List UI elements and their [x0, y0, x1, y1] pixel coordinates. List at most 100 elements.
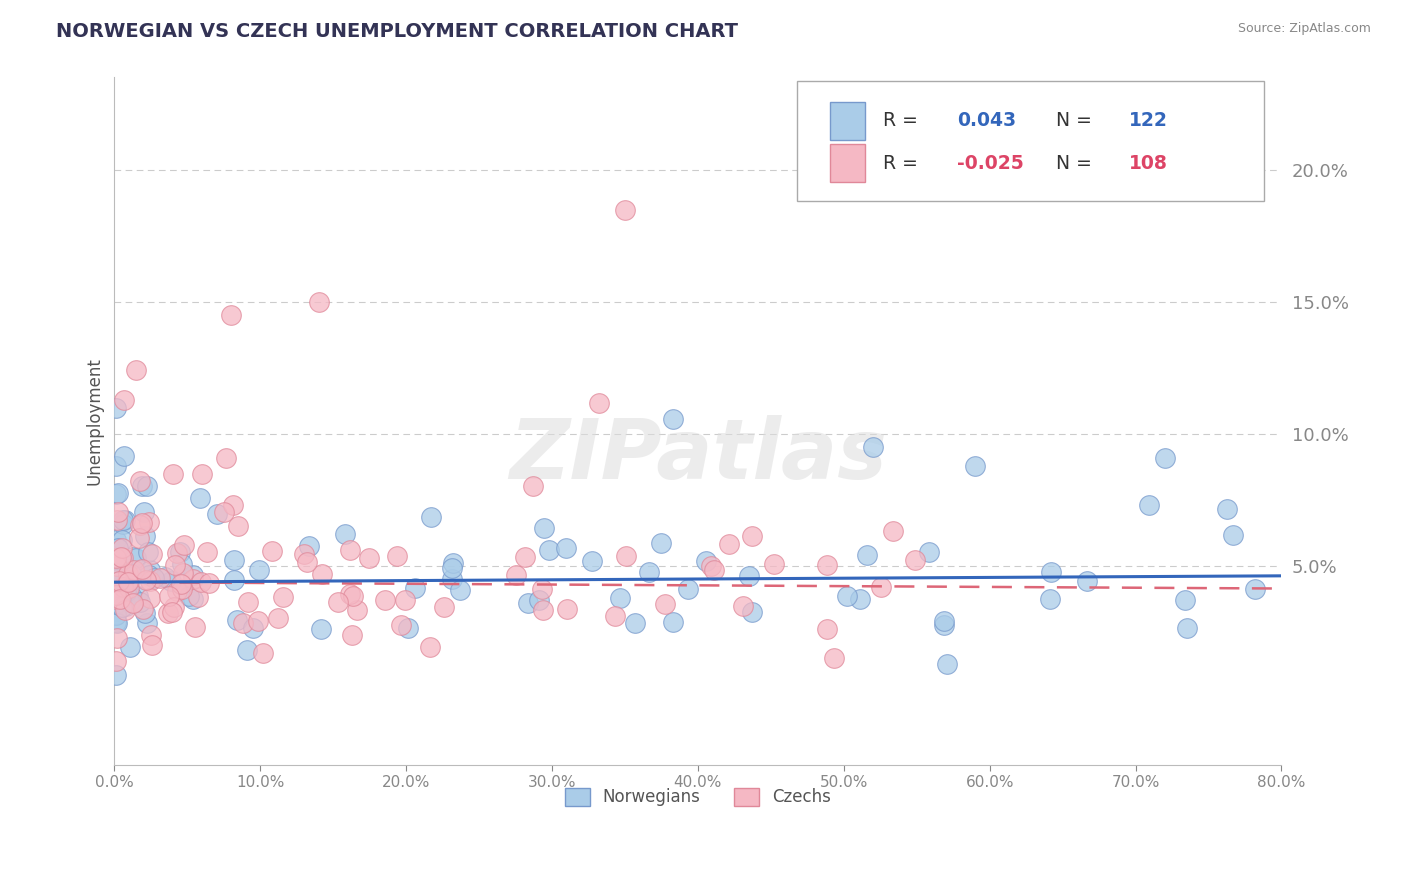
Text: 108: 108	[1129, 153, 1167, 173]
Point	[156, 606, 179, 620]
Point	[731, 599, 754, 613]
Point	[717, 537, 740, 551]
Point	[166, 583, 188, 598]
Point	[404, 581, 426, 595]
Point	[138, 516, 160, 530]
Point	[110, 549, 132, 564]
Point	[104, 572, 127, 586]
Point	[111, 533, 134, 547]
Point	[195, 545, 218, 559]
Point	[904, 552, 927, 566]
Point	[135, 478, 157, 492]
Text: NORWEGIAN VS CZECH UNEMPLOYMENT CORRELATION CHART: NORWEGIAN VS CZECH UNEMPLOYMENT CORRELAT…	[56, 22, 738, 41]
Point	[111, 599, 134, 614]
Point	[104, 458, 127, 473]
Point	[139, 591, 162, 606]
Point	[172, 557, 194, 571]
Point	[661, 412, 683, 426]
Point	[433, 600, 456, 615]
Point	[267, 611, 290, 625]
Point	[588, 396, 610, 410]
Point	[741, 605, 763, 619]
Point	[128, 595, 150, 609]
Point	[104, 486, 127, 500]
Point	[1076, 574, 1098, 588]
Point	[104, 588, 127, 602]
Point	[104, 401, 127, 415]
Point	[104, 588, 127, 602]
Point	[1039, 591, 1062, 606]
Point	[695, 554, 717, 568]
FancyBboxPatch shape	[797, 81, 1264, 201]
Point	[108, 574, 131, 588]
Text: -0.025: -0.025	[957, 153, 1024, 173]
Point	[333, 527, 356, 541]
Point	[917, 545, 939, 559]
Point	[1137, 498, 1160, 512]
Point	[531, 582, 554, 596]
Point	[513, 549, 536, 564]
Point	[177, 589, 200, 603]
Point	[107, 486, 129, 500]
Point	[127, 590, 149, 604]
Text: Source: ZipAtlas.com: Source: ZipAtlas.com	[1237, 22, 1371, 36]
Point	[309, 622, 332, 636]
Point	[135, 573, 157, 587]
Point	[104, 667, 127, 681]
Point	[165, 558, 187, 573]
Point	[139, 563, 162, 577]
Point	[292, 547, 315, 561]
Point	[134, 505, 156, 519]
Point	[104, 560, 127, 574]
Point	[105, 513, 128, 527]
Point	[118, 595, 141, 609]
Point	[114, 603, 136, 617]
Point	[273, 590, 295, 604]
Point	[128, 531, 150, 545]
Point	[449, 583, 471, 598]
Point	[662, 615, 685, 630]
Point	[104, 654, 127, 668]
FancyBboxPatch shape	[830, 145, 865, 182]
Point	[114, 392, 136, 407]
Point	[143, 571, 166, 585]
Point	[105, 597, 128, 611]
Point	[110, 553, 132, 567]
Text: ZIPatlas: ZIPatlas	[509, 415, 887, 496]
Point	[107, 541, 129, 555]
Point	[136, 615, 159, 630]
Point	[637, 566, 659, 580]
Point	[932, 614, 955, 628]
Text: R =: R =	[883, 153, 924, 173]
Point	[247, 563, 270, 577]
Point	[603, 609, 626, 624]
Point	[117, 594, 139, 608]
Point	[215, 450, 238, 465]
Point	[160, 606, 183, 620]
Point	[222, 553, 245, 567]
Point	[138, 567, 160, 582]
Point	[111, 551, 134, 566]
Point	[222, 498, 245, 512]
Point	[443, 556, 465, 570]
Point	[856, 548, 879, 562]
Point	[104, 575, 127, 590]
Point	[385, 549, 408, 564]
Point	[815, 622, 838, 636]
Point	[141, 547, 163, 561]
Point	[105, 616, 128, 631]
Point	[125, 551, 148, 566]
Point	[870, 581, 893, 595]
Point	[134, 529, 156, 543]
Point	[184, 620, 207, 634]
Point	[357, 551, 380, 566]
Point	[339, 587, 361, 601]
Point	[121, 596, 143, 610]
Point	[139, 628, 162, 642]
Point	[581, 554, 603, 568]
Point	[295, 555, 318, 569]
Point	[131, 562, 153, 576]
Point	[108, 572, 131, 586]
Point	[346, 603, 368, 617]
Point	[235, 642, 257, 657]
